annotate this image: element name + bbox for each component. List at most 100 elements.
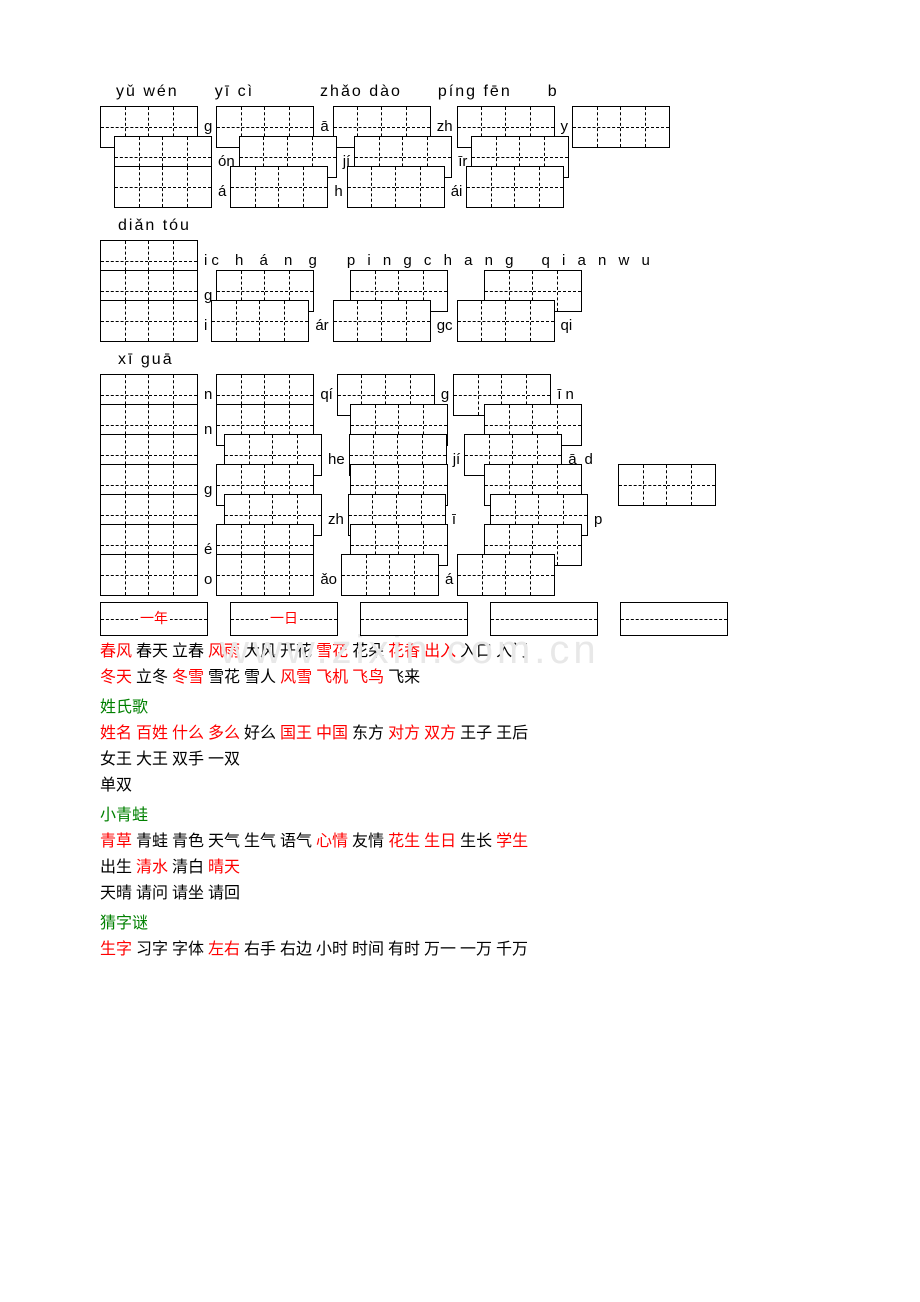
char-box [211, 300, 309, 342]
word-line: 生字 习字 字体 左右 右手 右边 小时 时间 有时 万一 一万 千万 [100, 938, 820, 962]
word-chunk: 花生 生日 [388, 833, 456, 850]
frag: h [334, 181, 342, 204]
word-chunk: 国王 中国 [280, 725, 348, 742]
word-chunk: 风雨 [208, 643, 240, 660]
section-title: 猜字谜 [100, 912, 820, 936]
word-chunk: 冬天 [100, 669, 132, 686]
pinyin-seg: yī cì [215, 80, 254, 104]
grid-row: g [100, 474, 820, 506]
char-box [230, 166, 328, 208]
word-chunk: 王子 王后 [456, 725, 528, 742]
frag: p i n g c h a n g [347, 250, 518, 273]
word-chunk: 左右 [208, 941, 240, 958]
frag: d [585, 449, 593, 472]
mid-box [620, 602, 728, 636]
word-chunk: 清白 [168, 859, 208, 876]
word-chunk: 东方 [348, 725, 388, 742]
mid-box: 一日 [230, 602, 338, 636]
pinyin-seg: diǎn tóu [118, 214, 191, 238]
pinyin-seg: zhǎo dào [320, 80, 402, 104]
grid-row: á h ái [100, 176, 820, 208]
char-box [347, 166, 445, 208]
char-box [216, 554, 314, 596]
frag: g [204, 116, 212, 139]
word-line: 姓名 百姓 什么 多么 好么 国王 中国 东方 对方 双方 王子 王后 [100, 722, 820, 746]
mid-box: 一年 [100, 602, 208, 636]
frag: ī [452, 509, 456, 532]
frag: jí [453, 449, 461, 472]
pinyin-seg: píng fēn [438, 80, 512, 104]
frag: he [328, 449, 345, 472]
word-chunk: 春风 [100, 643, 132, 660]
frag: ár [315, 315, 328, 338]
pinyin-row: yǔ wén yī cì zhǎo dào píng fēn b [100, 80, 820, 104]
word-line: 青草 青蛙 青色 天气 生气 语气 心情 友情 花生 生日 生长 学生 [100, 830, 820, 854]
frag: á [218, 181, 226, 204]
frag: ī n [557, 384, 574, 407]
frag: y [561, 116, 569, 139]
char-box [100, 554, 198, 596]
frag: ǎo [320, 569, 337, 592]
char-box [114, 166, 212, 208]
frag: i [204, 250, 207, 273]
word-chunk: 雪花 雪人 [204, 669, 280, 686]
char-box [572, 106, 670, 148]
word-line: 冬天 立冬 冬雪 雪花 雪人 风雪 飞机 飞鸟 飞来 [100, 666, 820, 690]
mid-box [360, 602, 468, 636]
frag: qí [320, 384, 333, 407]
word-chunk: 青蛙 青色 天气 生气 语气 [132, 833, 316, 850]
word-chunk: 清水 [136, 859, 168, 876]
pinyin-row: xī guā [100, 348, 820, 372]
word-chunk: 飞来 [384, 669, 420, 686]
pinyin-row: diǎn tóu [100, 214, 820, 238]
frag: n [204, 419, 212, 442]
frag: q i a n w u [541, 250, 653, 273]
word-chunk: 友情 [348, 833, 388, 850]
word-chunk: 青草 [100, 833, 132, 850]
word-line: 天晴 请问 请坐 请回 [100, 882, 820, 906]
word-chunk: 单双 [100, 777, 132, 794]
char-box [333, 300, 431, 342]
mid-grid-row: 一年 一日 [100, 602, 820, 636]
frag: p [594, 509, 602, 532]
char-box [618, 464, 716, 506]
section-title: 小青蛙 [100, 804, 820, 828]
word-chunk: 花香 出入 [388, 643, 456, 660]
word-chunk: 晴天 [208, 859, 240, 876]
frag: é [204, 539, 212, 562]
pinyin-seg: xī guā [118, 348, 174, 372]
section-title: 姓氏歌 [100, 696, 820, 720]
char-box [466, 166, 564, 208]
word-chunk: 花朵 [348, 643, 388, 660]
mid-box [490, 602, 598, 636]
grid-row: o ǎo á [100, 564, 820, 596]
word-chunk: 生长 [456, 833, 496, 850]
frag: n [204, 384, 212, 407]
char-box [100, 300, 198, 342]
word-chunk: 春天 立春 [132, 643, 208, 660]
word-chunk: 对方 双方 [388, 725, 456, 742]
sections-container: 春风 春天 立春 风雨 大风 开花 雪花 花朵 花香 出入 入口 入门冬天 立冬… [100, 640, 820, 962]
frag: ái [451, 181, 463, 204]
grid-row: n qí g ī n [100, 374, 820, 416]
frag: ā [320, 116, 328, 139]
word-chunk: 生字 [100, 941, 132, 958]
word-chunk: 好么 [240, 725, 280, 742]
frag: g [441, 384, 449, 407]
mid-label: 一日 [268, 609, 300, 630]
word-chunk: 风雪 飞机 飞鸟 [280, 669, 384, 686]
grid-row: i c h á n g p i n g c h a n g q i a n w … [100, 240, 820, 282]
char-box [457, 554, 555, 596]
frag: o [204, 569, 212, 592]
word-chunk: 立冬 [132, 669, 172, 686]
word-chunk: 天晴 请问 请坐 请回 [100, 885, 240, 902]
grid-row: i ár gc qi [100, 310, 820, 342]
frag: zh [437, 116, 453, 139]
word-chunk: 女王 大王 双手 一双 [100, 751, 240, 768]
grid-row: n [100, 414, 820, 446]
word-line: 春风 春天 立春 风雨 大风 开花 雪花 花朵 花香 出入 入口 入门 [100, 640, 820, 664]
word-chunk: 入口 入门 [456, 643, 528, 660]
word-line: 出生 清水 清白 晴天 [100, 856, 820, 880]
word-chunk: 雪花 [316, 643, 348, 660]
word-chunk: 右手 右边 小时 时间 有时 万一 一万 千万 [240, 941, 528, 958]
